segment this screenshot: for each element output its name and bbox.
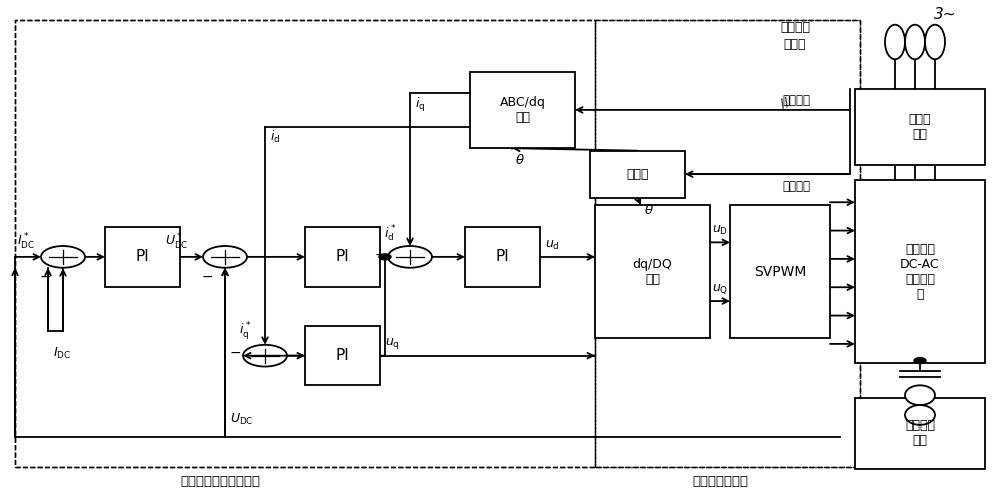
FancyBboxPatch shape	[470, 72, 575, 148]
Text: 量检测: 量检测	[784, 38, 806, 51]
FancyBboxPatch shape	[590, 151, 685, 198]
FancyBboxPatch shape	[105, 227, 180, 287]
Text: PI: PI	[496, 249, 509, 264]
Text: 锁相环: 锁相环	[626, 167, 649, 181]
Text: $i_{\rm d}$: $i_{\rm d}$	[270, 129, 280, 145]
Ellipse shape	[905, 385, 935, 405]
Text: 中央控制微处理器实现: 中央控制微处理器实现	[180, 475, 260, 488]
Text: $u_{\rm D}$: $u_{\rm D}$	[712, 224, 728, 238]
FancyBboxPatch shape	[855, 398, 985, 469]
Text: $i^*_{\rm d}$: $i^*_{\rm d}$	[384, 223, 396, 244]
Text: SVPWM: SVPWM	[754, 265, 806, 279]
Ellipse shape	[925, 25, 945, 59]
FancyBboxPatch shape	[855, 180, 985, 363]
FancyBboxPatch shape	[855, 89, 985, 165]
Text: PI: PI	[136, 249, 149, 264]
Text: ABC/dq
变换: ABC/dq 变换	[500, 96, 545, 124]
Text: 三相电压: 三相电压	[782, 180, 810, 193]
Text: 交流侧电: 交流侧电	[780, 21, 810, 34]
Text: 直流侧电量检测: 直流侧电量检测	[692, 475, 748, 488]
Text: $I_{\rm DC}$: $I_{\rm DC}$	[53, 346, 71, 361]
Text: //: //	[778, 95, 792, 110]
FancyBboxPatch shape	[595, 205, 710, 338]
Text: dq/DQ
变换: dq/DQ 变换	[633, 258, 672, 286]
Text: 三相桥式
DC-AC
双向变换
器: 三相桥式 DC-AC 双向变换 器	[900, 243, 940, 301]
Text: $i_{\rm q}$: $i_{\rm q}$	[415, 95, 425, 114]
Text: PI: PI	[336, 249, 349, 264]
FancyBboxPatch shape	[305, 326, 380, 385]
Text: 3~: 3~	[934, 7, 956, 22]
FancyBboxPatch shape	[730, 205, 830, 338]
Text: −: −	[39, 270, 51, 284]
Text: −: −	[201, 270, 213, 284]
Text: $U^*_{\rm DC}$: $U^*_{\rm DC}$	[165, 232, 189, 252]
Circle shape	[379, 254, 391, 260]
Text: $\theta$: $\theta$	[515, 153, 525, 167]
Ellipse shape	[905, 25, 925, 59]
Text: PI: PI	[336, 348, 349, 363]
Ellipse shape	[905, 405, 935, 425]
FancyBboxPatch shape	[305, 227, 380, 287]
Text: 降压变
压器: 降压变 压器	[909, 113, 931, 141]
Text: $\theta$: $\theta$	[644, 203, 654, 216]
Text: $I^*_{\rm DC}$: $I^*_{\rm DC}$	[17, 232, 35, 252]
Text: $u_{\rm d}$: $u_{\rm d}$	[545, 239, 560, 252]
Text: $u_{\rm Q}$: $u_{\rm Q}$	[712, 283, 728, 296]
Text: $i^*_{\rm q}$: $i^*_{\rm q}$	[239, 320, 251, 342]
Text: $U_{\rm DC}$: $U_{\rm DC}$	[230, 412, 254, 427]
Text: $u_{\rm q}$: $u_{\rm q}$	[385, 336, 400, 351]
Ellipse shape	[885, 25, 905, 59]
Circle shape	[914, 358, 926, 364]
Text: 充电动力
电池: 充电动力 电池	[905, 419, 935, 448]
Text: −: −	[374, 247, 386, 261]
Text: −: −	[229, 346, 241, 360]
Text: 三相电流: 三相电流	[782, 93, 810, 107]
FancyBboxPatch shape	[465, 227, 540, 287]
